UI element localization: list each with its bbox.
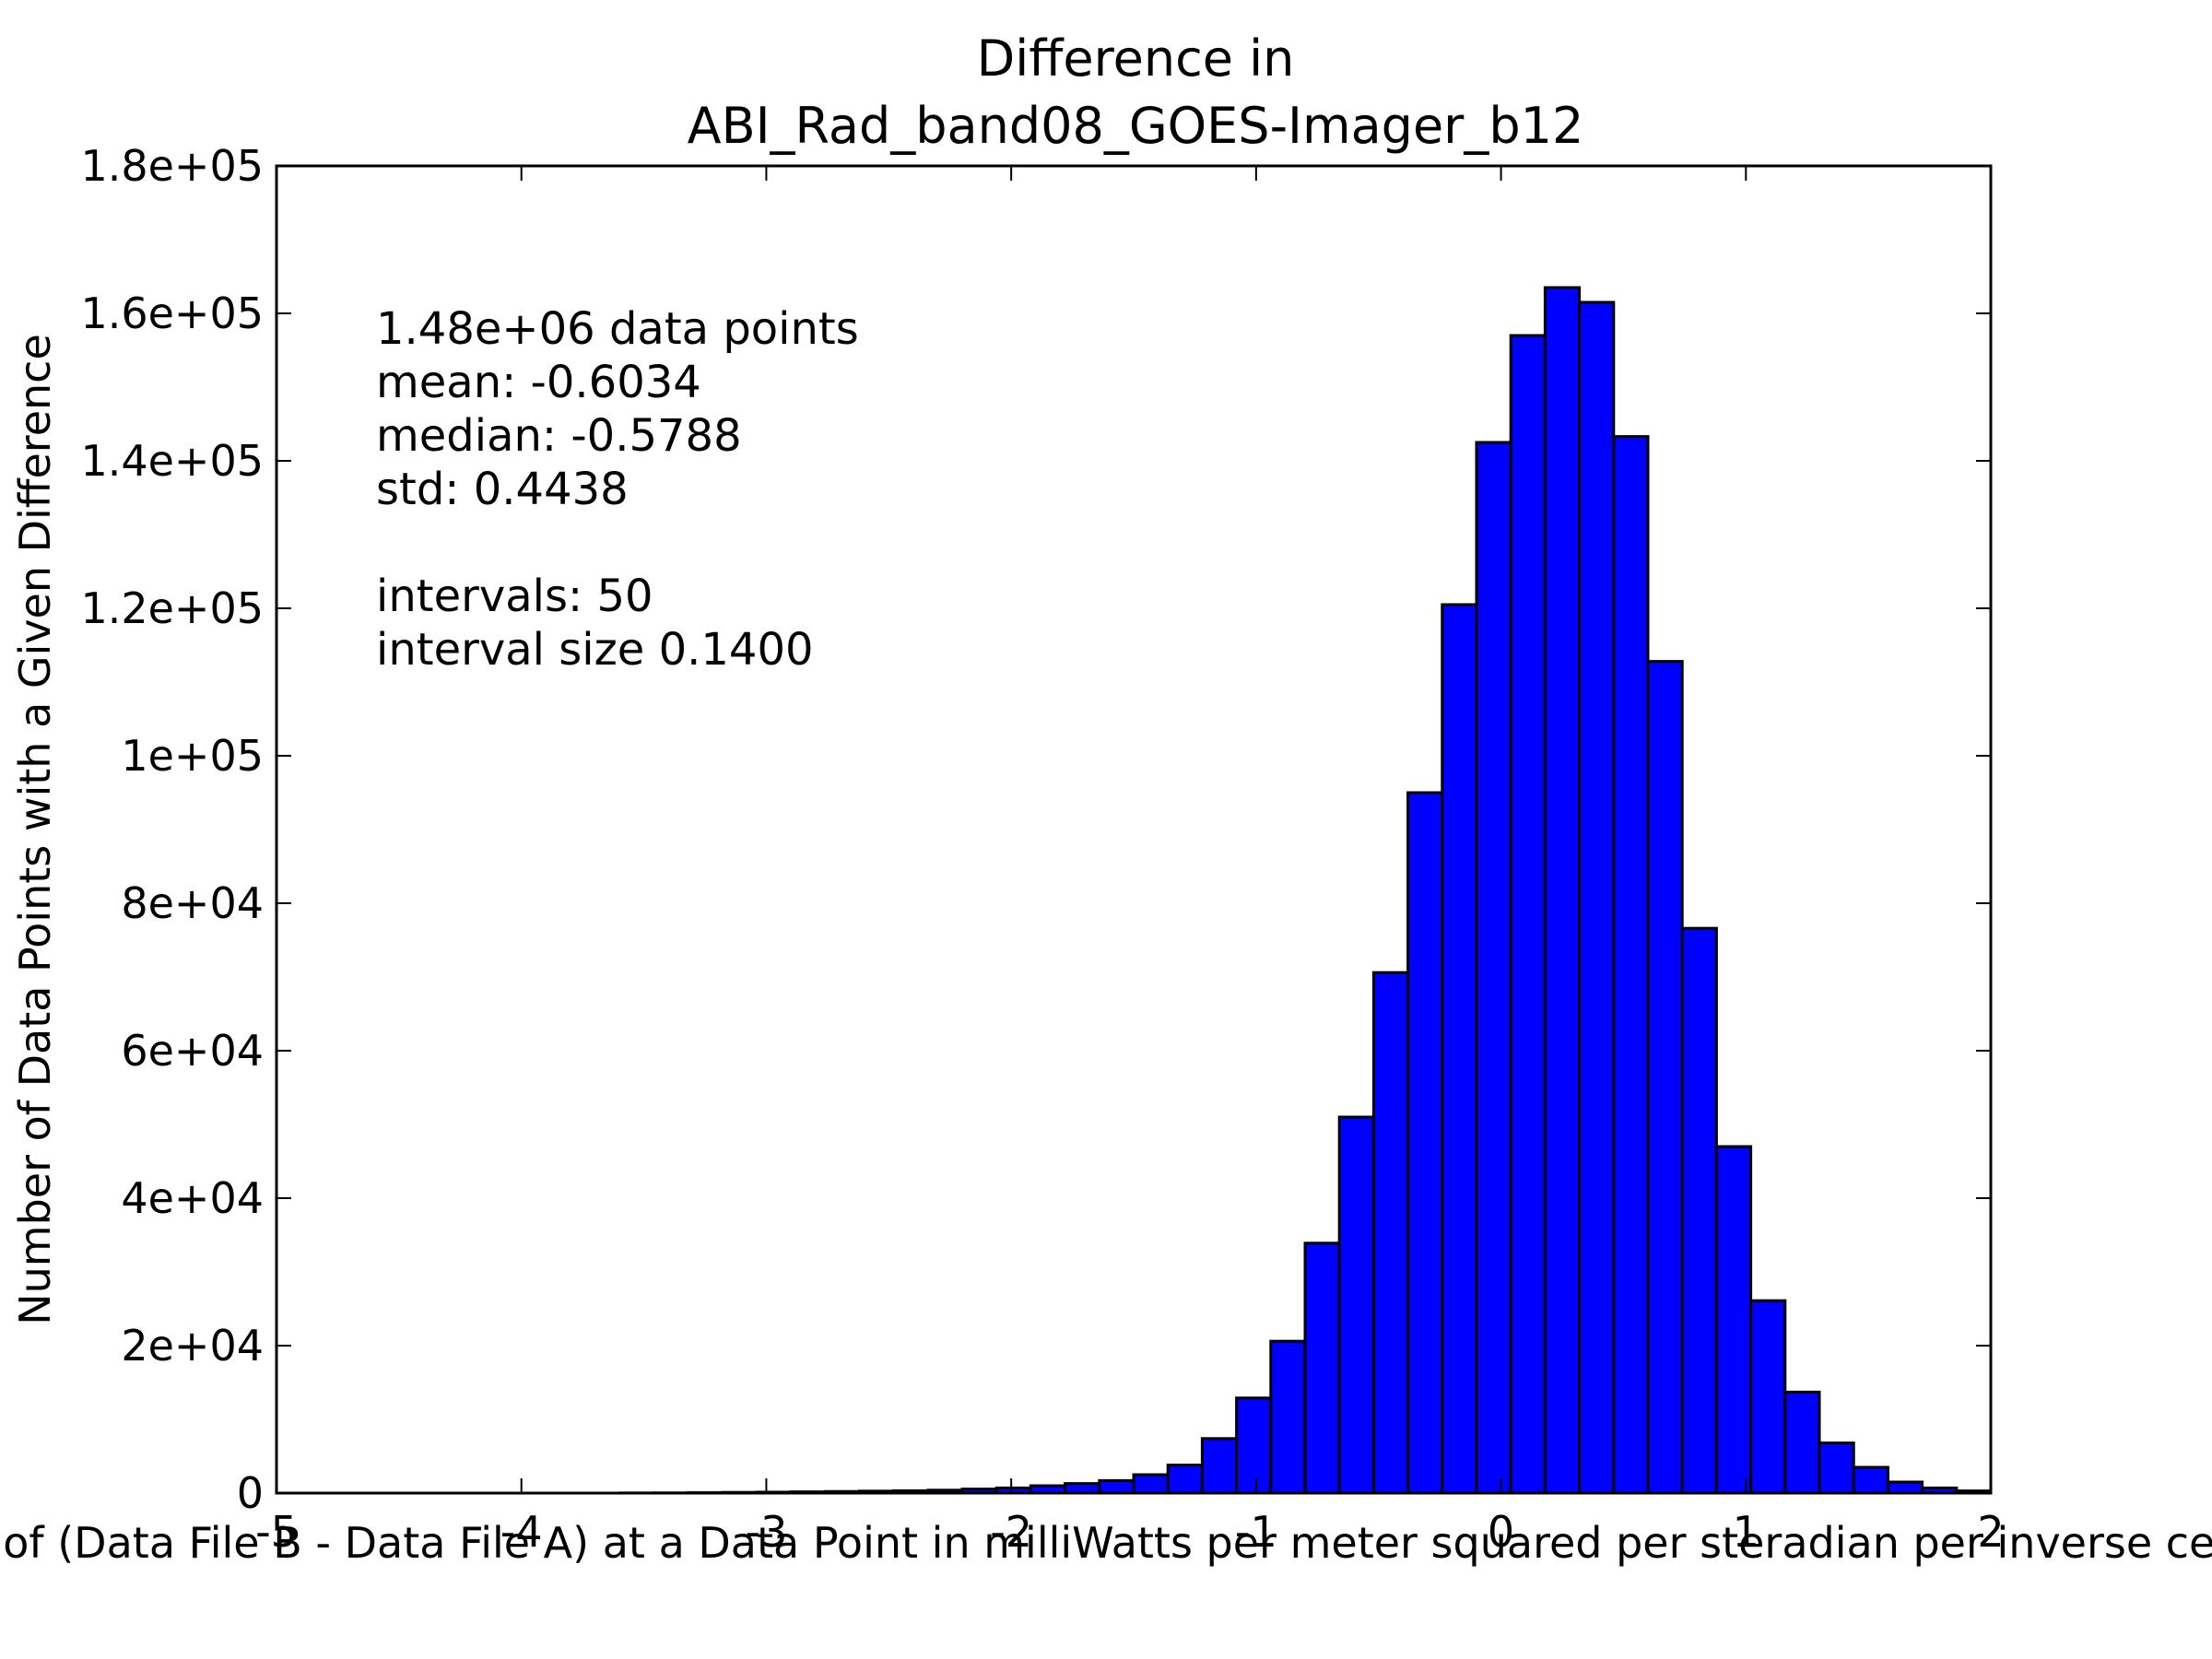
x-axis-label: Value of (Data File B - Data File A) at … — [0, 1518, 2212, 1568]
chart-title-line1: Difference in — [977, 29, 1295, 88]
x-tick-labels: -5 -4 -3 -2 -1 0 1 2 — [255, 1507, 2005, 1557]
stat-interval-size: interval size 0.1400 — [376, 624, 814, 676]
plot-frame — [275, 164, 1993, 1495]
x-tick-label: -4 — [500, 1507, 543, 1557]
y-tick-label: 0 — [237, 1468, 264, 1518]
histogram-bar — [1132, 1473, 1170, 1495]
x-tick-label: -5 — [255, 1507, 298, 1557]
histogram-bar — [1303, 1241, 1341, 1495]
histogram-bar — [1337, 1115, 1375, 1495]
y-tick-label: 1e+05 — [121, 731, 264, 781]
y-tick-label: 8e+04 — [121, 878, 264, 928]
x-tick-label: -2 — [990, 1507, 1032, 1557]
histogram-bar — [1646, 660, 1684, 1495]
histogram-bar — [1200, 1437, 1239, 1495]
histogram-bar — [1543, 286, 1582, 1495]
histogram-bar — [1269, 1339, 1307, 1495]
histogram-bar — [1886, 1480, 1924, 1495]
histogram-bar — [1441, 603, 1478, 1495]
histogram-bar — [1098, 1478, 1135, 1495]
y-tick-label: 2e+04 — [121, 1321, 264, 1371]
y-axis-label: Number of Data Points with a Given Diffe… — [10, 334, 60, 1325]
histogram-bar — [1714, 1145, 1753, 1495]
histogram-bar — [1612, 435, 1650, 1495]
histogram-bar — [1235, 1396, 1273, 1495]
stat-median: median: -0.5788 — [376, 410, 742, 462]
histogram-bar — [1578, 300, 1616, 1495]
y-tick-label: 1.4e+05 — [80, 436, 264, 486]
stat-intervals: intervals: 50 — [376, 571, 653, 622]
y-tick-label: 1.6e+05 — [80, 288, 264, 338]
histogram-bar — [1509, 334, 1547, 1495]
stat-data-points: 1.48e+06 data points — [376, 303, 859, 355]
histogram-bar — [1166, 1464, 1204, 1495]
y-tick-label: 1.2e+05 — [80, 583, 264, 633]
x-tick-label: -1 — [1235, 1507, 1277, 1557]
histogram-bar — [1680, 926, 1718, 1495]
stats-annotation: 1.48e+06 data points mean: -0.6034 media… — [376, 303, 859, 676]
x-tick-label: 2 — [1977, 1507, 2004, 1557]
histogram-bar — [1818, 1441, 1855, 1495]
stat-std: std: 0.4438 — [376, 464, 629, 515]
histogram-bar — [1371, 971, 1410, 1495]
x-tick-label: 1 — [1733, 1507, 1759, 1557]
histogram-bars — [618, 286, 1993, 1495]
histogram-bar — [1749, 1299, 1787, 1495]
histogram-bar — [1852, 1465, 1889, 1495]
x-tick-label: 0 — [1488, 1507, 1514, 1557]
y-tick-label: 1.8e+05 — [80, 141, 264, 191]
histogram-bar — [1783, 1390, 1821, 1495]
y-tick-label: 6e+04 — [121, 1026, 264, 1076]
histogram-bar — [1475, 441, 1512, 1495]
y-tick-label: 4e+04 — [121, 1173, 264, 1223]
y-tick-labels: 0 2e+04 4e+04 6e+04 8e+04 1e+05 1.2e+05 1.4e+05… — [80, 141, 264, 1518]
histogram-bar — [1406, 791, 1444, 1495]
chart-title-line2: ABI_Rad_band08_GOES-Imager_b12 — [688, 97, 1584, 155]
stat-mean: mean: -0.6034 — [376, 357, 701, 408]
histogram-bar — [1064, 1482, 1101, 1495]
x-tick-label: -3 — [745, 1507, 787, 1557]
